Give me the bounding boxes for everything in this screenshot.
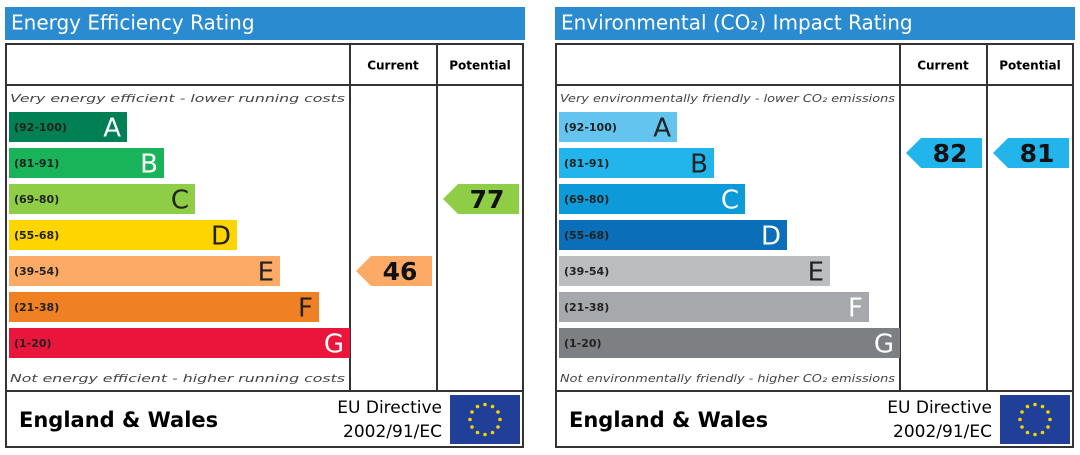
panel-title: Environmental (CO₂) Impact Rating [561,11,913,35]
eu-star [490,404,495,409]
eu-star [1046,425,1050,429]
eu-star [1020,425,1024,429]
column-header: Potential [999,59,1061,73]
band-range: (39-54) [14,265,59,278]
eu-star [490,430,495,435]
band-letter: F [848,294,863,324]
column-header: Potential [449,59,511,73]
column-header: Current [367,59,419,73]
rating-value: 81 [1020,139,1055,168]
rating-band [9,292,319,322]
rating-arrow [356,256,432,286]
eu-star [475,430,480,435]
top-note: Very environmentally friendly - lower CO… [560,93,896,105]
rating-panel: Energy Efficiency Rating Current Potential… [5,7,525,448]
top-note: Very energy efficient - lower running co… [10,93,346,105]
band-letter: F [298,294,313,324]
eu-flag [450,395,520,444]
band-letter: A [653,114,671,144]
band-letter: D [211,222,231,252]
rating-band [9,184,195,214]
rating-arrow [993,138,1069,168]
band-range: (69-80) [14,193,59,206]
directive: EU Directive [337,398,442,418]
eu-star [1025,430,1030,435]
band-letter: G [324,330,344,360]
rating-arrow [906,138,982,168]
eu-star [1040,404,1045,409]
rating-value: 77 [470,185,505,214]
directive: 2002/91/EC [893,422,992,442]
band-letter: E [258,258,274,288]
frame [5,43,524,448]
band-letter: B [690,150,708,180]
eu-star [483,402,487,407]
panel-title: Energy Efficiency Rating [11,11,255,35]
eu-star [1033,402,1037,407]
band-letter: A [103,114,121,144]
rating-band [559,220,787,250]
eu-star [1040,430,1045,435]
region: England & Wales [19,408,218,432]
rating-band [9,256,280,286]
rating-band [559,148,714,178]
band-range: (1-20) [14,337,52,350]
eu-star [1046,410,1050,414]
region: England & Wales [569,408,768,432]
rating-band [559,256,830,286]
rating-panel: Environmental (CO₂) Impact Rating Current… [555,7,1075,448]
eu-star [470,410,474,414]
eu-star [1018,417,1022,422]
band-range: (55-68) [14,229,59,242]
eu-star [496,425,500,429]
band-range: (1-20) [564,337,602,350]
directive: 2002/91/EC [343,422,442,442]
bottom-note: Not energy efficient - higher running co… [10,373,346,385]
rating-band [9,112,127,142]
band-range: (21-38) [564,301,609,314]
eu-star [498,417,502,422]
title-bar [555,7,1075,40]
band-range: (55-68) [564,229,609,242]
band-range: (21-38) [14,301,59,314]
rating-value: 46 [383,257,418,286]
title-bar [5,7,525,40]
band-range: (81-91) [564,157,609,170]
column-header: Current [917,59,969,73]
eu-star [468,417,472,422]
rating-band [559,328,900,358]
eu-star [496,410,500,414]
eu-flag [1000,395,1070,444]
eu-star [1033,432,1037,437]
eu-star [483,432,487,437]
band-letter: E [808,258,824,288]
directive: EU Directive [887,398,992,418]
band-letter: C [171,186,189,216]
band-letter: G [874,330,894,360]
band-range: (39-54) [564,265,609,278]
rating-band [9,148,164,178]
band-letter: B [140,150,158,180]
rating-band [559,184,745,214]
band-letter: C [721,186,739,216]
rating-arrow [443,184,519,214]
band-range: (81-91) [14,157,59,170]
eu-star [1025,404,1030,409]
eu-star [470,425,474,429]
rating-band [559,292,869,322]
bottom-note: Not environmentally friendly - higher CO… [560,373,896,385]
rating-band [9,220,237,250]
band-range: (69-80) [564,193,609,206]
rating-value: 82 [933,139,968,168]
band-range: (92-100) [564,121,617,134]
band-letter: D [761,222,781,252]
eu-star [475,404,480,409]
frame [555,43,1074,448]
rating-band [559,112,677,142]
eu-star [1020,410,1024,414]
eu-star [1048,417,1052,422]
rating-band [9,328,350,358]
band-range: (92-100) [14,121,67,134]
